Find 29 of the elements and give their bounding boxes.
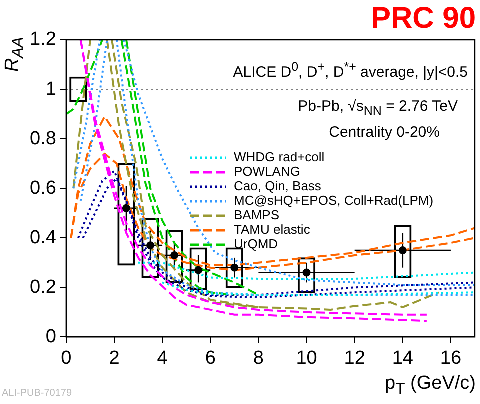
x-tick-label: 12	[344, 348, 366, 369]
x-tick-label: 2	[109, 348, 120, 369]
y-tick-label: 1	[46, 78, 56, 100]
y-tick-label: 0.2	[30, 276, 56, 298]
legend-label: TAMU elastic	[234, 222, 311, 238]
annotation: Centrality 0-20%	[329, 124, 440, 141]
annotation: Pb-Pb, √s$_{NN}$ = 2.76 TeV	[298, 98, 458, 118]
x-tick-label: 16	[440, 348, 462, 369]
text: ALI-PUB-70179	[2, 388, 72, 399]
y-tick-label: 0.6	[30, 178, 56, 199]
x-tick-label: 8	[253, 348, 264, 369]
y-tick-label: 1.2	[30, 29, 56, 50]
x-axis-title: p$_{T}$ (GeV/c)	[385, 373, 476, 399]
x-tick-label: 4	[157, 348, 168, 369]
annotation: ALICE D$^{0}$, D$^{+}$, D$^{*+}$ average, |y|<0.5	[233, 60, 468, 81]
chart-title: PRC 90	[370, 2, 476, 36]
legend-label: BAMPS	[234, 208, 280, 223]
y-tick-label: 0.8	[30, 128, 56, 150]
x-tick-label: 6	[205, 348, 216, 369]
x-tick-label: 0	[61, 348, 72, 369]
x-tick-label: 10	[296, 348, 318, 369]
legend-label: WHDG rad+coll	[234, 150, 325, 165]
y-tick-label: 0.4	[30, 227, 57, 248]
legend-label: MC@sHQ+EPOS, Coll+Rad(LPM)	[234, 193, 434, 208]
y-tick-label: 0	[46, 326, 56, 348]
x-tick-label: 14	[392, 348, 414, 369]
legend-label: POWLANG	[234, 164, 300, 180]
legend-label: Cao, Qin, Bass	[234, 178, 322, 194]
legend-label: UrQMD	[234, 236, 278, 252]
